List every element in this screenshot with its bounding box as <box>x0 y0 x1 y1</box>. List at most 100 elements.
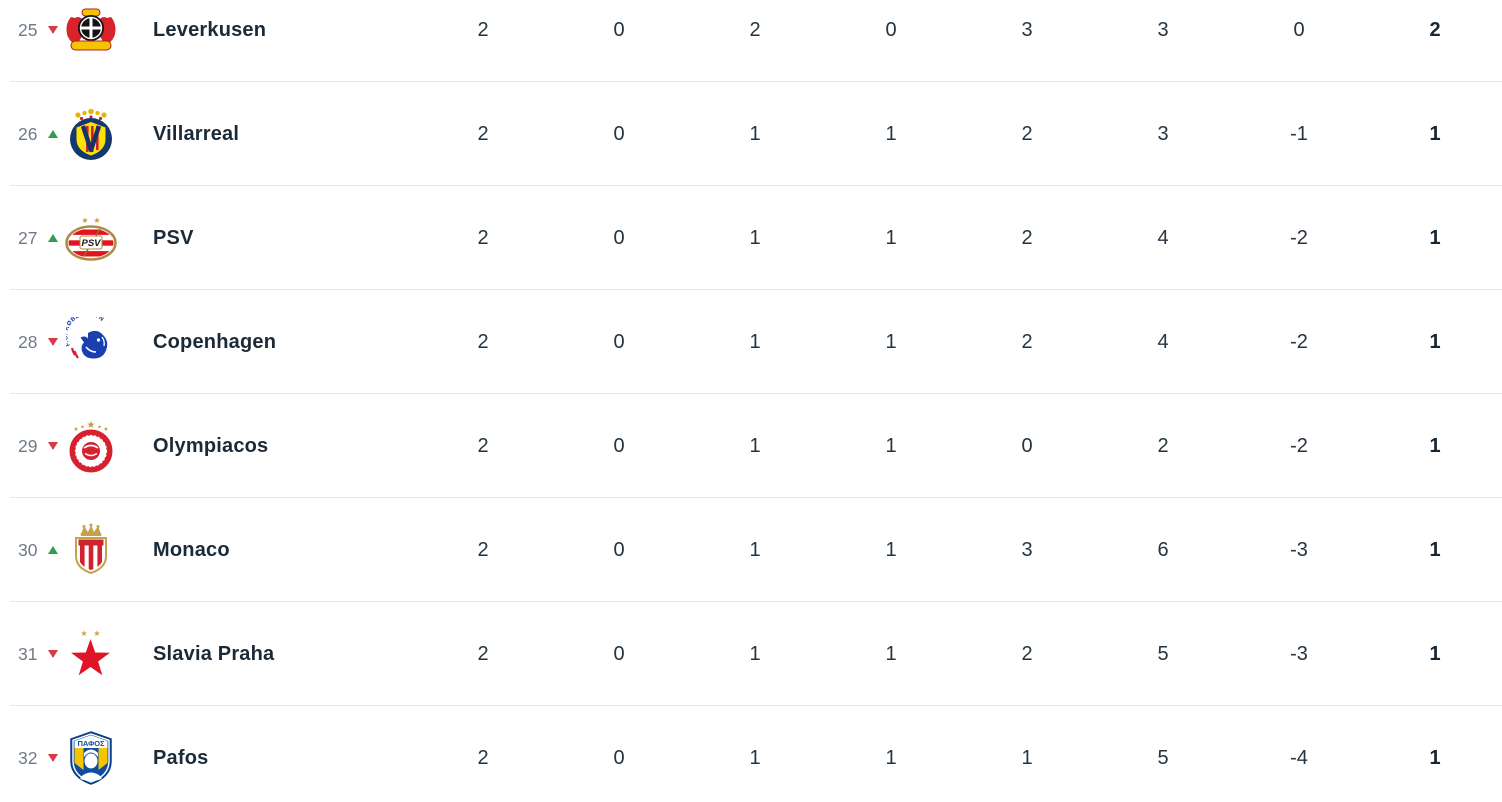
stat-cell: 2 <box>477 746 489 769</box>
stat-cell: 2 <box>477 434 489 457</box>
team-cell[interactable]: 32 ΠΑΦΟΣ Pafos <box>0 728 415 788</box>
stat-cell: 1 <box>885 226 897 249</box>
rank-up-icon <box>45 234 61 242</box>
stat-cell: 1 <box>749 434 761 457</box>
table-row[interactable]: 32 ΠΑΦΟΣ Pafos 2 0 1 1 1 5 <box>0 706 1502 802</box>
stat-cell: 1 <box>1021 746 1033 769</box>
team-cell[interactable]: 31 ★ ★ Slavia Praha <box>0 624 415 684</box>
pafos-logo-icon: ΠΑΦΟΣ <box>63 728 119 788</box>
team-name[interactable]: Villarreal <box>153 122 240 145</box>
stat-cell: 2 <box>1021 122 1033 145</box>
rank-number: 30 <box>18 539 38 560</box>
stat-cell: 1 <box>749 746 761 769</box>
team-name[interactable]: Copenhagen <box>153 330 277 353</box>
table-row[interactable]: 29 ★ ★ ★ ★ ★ Olympiacos 2 0 1 <box>0 394 1502 498</box>
stat-cell: 2 <box>477 642 489 665</box>
stat-cell: 3 <box>1021 538 1033 561</box>
monaco-logo-icon <box>63 520 119 580</box>
stat-cell: 1 <box>749 226 761 249</box>
rank-number: 26 <box>18 123 38 144</box>
stat-cell: 2 <box>477 538 489 561</box>
stat-cell: 6 <box>1157 538 1169 561</box>
team-cell[interactable]: 26 Vil <box>0 104 415 164</box>
stat-cell: 1 <box>749 538 761 561</box>
table-row[interactable]: 26 Vil <box>0 82 1502 186</box>
svg-text:★: ★ <box>80 629 87 638</box>
stat-cell: 3 <box>1157 18 1169 41</box>
stat-cell: -3 <box>1290 642 1308 665</box>
stat-cell: 2 <box>477 122 489 145</box>
stat-points: 1 <box>1429 330 1441 353</box>
stat-cell: -1 <box>1290 122 1308 145</box>
svg-text:★: ★ <box>80 425 85 431</box>
svg-text:PSV: PSV <box>81 238 101 249</box>
svg-text:★: ★ <box>103 426 108 433</box>
stat-cell: 0 <box>613 226 625 249</box>
table-row[interactable]: 31 ★ ★ Slavia Praha 2 0 1 1 2 5 -3 1 <box>0 602 1502 706</box>
svg-text:★: ★ <box>97 425 102 431</box>
stat-cell: 2 <box>1021 330 1033 353</box>
stat-cell: 1 <box>885 434 897 457</box>
team-name[interactable]: Olympiacos <box>153 434 269 457</box>
rank-number: 27 <box>18 227 38 248</box>
stat-cell: 0 <box>613 330 625 353</box>
stat-points: 1 <box>1429 226 1441 249</box>
table-row[interactable]: 30 Monaco 2 0 <box>0 498 1502 602</box>
rank-down-icon <box>45 754 61 762</box>
stat-cell: 1 <box>885 538 897 561</box>
team-cell[interactable]: 25 Leverkusen <box>0 0 415 60</box>
team-cell[interactable]: 30 Monaco <box>0 520 415 580</box>
stat-cell: 4 <box>1157 330 1169 353</box>
svg-text:★: ★ <box>93 216 100 225</box>
stat-cell: 2 <box>749 18 761 41</box>
table-row[interactable]: 27 ★ ★ PSV PSV <box>0 186 1502 290</box>
stat-cell: 1 <box>885 642 897 665</box>
team-name[interactable]: Pafos <box>153 746 209 769</box>
stat-cell: 0 <box>1021 434 1033 457</box>
table-row[interactable]: 28 F.C. KØBENHAVN Copenhagen <box>0 290 1502 394</box>
copenhagen-logo-icon: F.C. KØBENHAVN <box>63 312 119 372</box>
olympiacos-logo-icon: ★ ★ ★ ★ ★ <box>63 416 119 476</box>
psv-logo-icon: ★ ★ PSV <box>63 208 119 268</box>
rank-down-icon <box>45 26 61 34</box>
rank-down-icon <box>45 442 61 450</box>
rank-number: 29 <box>18 435 38 456</box>
team-name[interactable]: Slavia Praha <box>153 642 275 665</box>
team-cell[interactable]: 28 F.C. KØBENHAVN Copenhagen <box>0 312 415 372</box>
stat-points: 1 <box>1429 642 1441 665</box>
stat-cell: 2 <box>477 226 489 249</box>
stat-points: 1 <box>1429 746 1441 769</box>
stat-points: 1 <box>1429 434 1441 457</box>
team-name[interactable]: Leverkusen <box>153 18 267 41</box>
leverkusen-logo-icon <box>63 0 119 60</box>
team-cell[interactable]: 29 ★ ★ ★ ★ ★ Olympiacos <box>0 416 415 476</box>
stat-cell: 0 <box>613 434 625 457</box>
team-cell[interactable]: 27 ★ ★ PSV PSV <box>0 208 415 268</box>
stat-points: 1 <box>1429 122 1441 145</box>
stat-cell: 0 <box>613 538 625 561</box>
stat-cell: 1 <box>749 330 761 353</box>
table-row[interactable]: 25 Leverkusen 2 0 2 0 3 3 <box>0 0 1502 82</box>
stat-cell: 2 <box>1157 434 1169 457</box>
stat-cell: 0 <box>885 18 897 41</box>
svg-text:★: ★ <box>93 629 100 638</box>
stat-cell: 2 <box>1021 226 1033 249</box>
svg-text:★: ★ <box>87 420 96 431</box>
stat-cell: 3 <box>1157 122 1169 145</box>
stat-cell: 1 <box>749 122 761 145</box>
stat-cell: 0 <box>613 746 625 769</box>
svg-text:★: ★ <box>73 426 78 433</box>
stat-cell: 1 <box>749 642 761 665</box>
rank-number: 25 <box>18 19 38 40</box>
stat-cell: 5 <box>1157 746 1169 769</box>
rank-down-icon <box>45 650 61 658</box>
stat-cell: -2 <box>1290 434 1308 457</box>
team-name[interactable]: Monaco <box>153 538 230 561</box>
team-name[interactable]: PSV <box>153 226 194 249</box>
stat-cell: -2 <box>1290 226 1308 249</box>
rank-number: 32 <box>18 747 38 768</box>
villarreal-logo-icon <box>63 104 119 164</box>
rank-up-icon <box>45 130 61 138</box>
stat-cell: 3 <box>1021 18 1033 41</box>
stat-cell: 1 <box>885 330 897 353</box>
